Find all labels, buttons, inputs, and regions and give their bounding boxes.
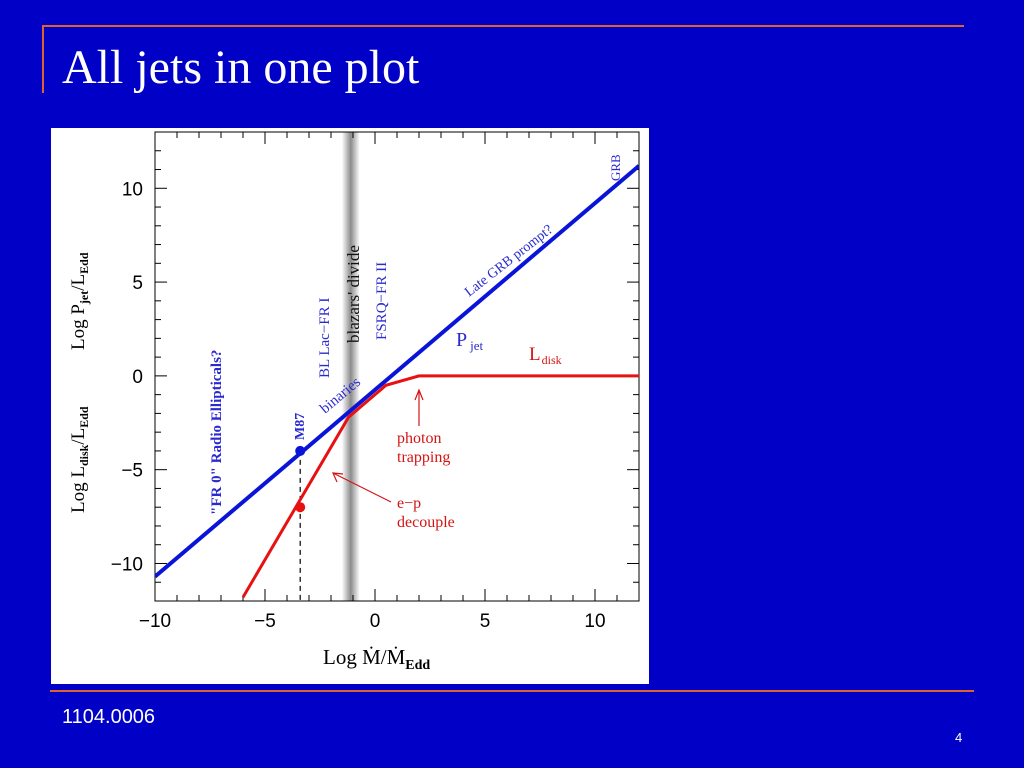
page-number: 4	[955, 730, 963, 745]
x-axis-label-sub: Edd	[405, 658, 430, 673]
frame-bottom-line	[50, 690, 974, 692]
y-axis-label-disk: Log Ldisk/LEdd	[68, 406, 91, 513]
x-tick-label: 5	[480, 611, 491, 632]
y-disk-sub1: disk	[77, 444, 91, 466]
x-tick-label: 10	[584, 611, 605, 632]
y-jet-sub1: jet	[77, 291, 91, 305]
photon-label-line1: photon	[397, 430, 441, 447]
y-tick-label: −5	[121, 461, 143, 482]
x-tick-label: 0	[370, 611, 381, 632]
fsrq-label: FSRQ−FR II	[374, 262, 390, 340]
photon-trapping-arrow	[414, 388, 424, 426]
bllac-label: BL Lac−FR I	[317, 298, 333, 378]
axis-ticks	[154, 131, 640, 602]
pjet-label-main: P	[456, 329, 467, 351]
late-grb-label: Late GRB prompt?	[462, 222, 556, 300]
x-axis-label: Log Ṁ/ṀEdd	[323, 645, 430, 673]
chart: −10 −5 0 5 10 −10 −5 0 5 10 "FR 0" Radio Elliptic…	[68, 131, 640, 673]
y-jet-mid: /L	[68, 274, 89, 291]
y-disk-sub2: Edd	[77, 406, 91, 428]
y-tick-label: 5	[132, 273, 143, 294]
fr0-label: "FR 0" Radio Ellipticals?	[209, 350, 225, 515]
ep-decouple-arrow	[332, 472, 392, 503]
blazars-divide-band	[341, 132, 360, 601]
ep-label-line1: e−p	[397, 495, 421, 512]
blazars-divide-label: blazars' divide	[344, 245, 363, 343]
y-jet-sub2: Edd	[77, 252, 91, 274]
m87-label: M87	[293, 413, 308, 440]
ep-label-line2: decouple	[397, 514, 455, 531]
y-disk-main: Log L	[68, 466, 89, 513]
y-axis-label-jet: Log Pjet/LEdd	[68, 252, 91, 350]
y-jet-main: Log P	[68, 304, 89, 350]
y-disk-mid: /L	[68, 428, 89, 445]
series-line-pjet	[155, 164, 639, 579]
frame-top-line	[42, 25, 964, 27]
point-m87-jet	[295, 445, 306, 456]
x-tick-label: −10	[139, 611, 171, 632]
series-line-ldisk	[241, 374, 639, 599]
y-tick-label: 0	[132, 367, 143, 388]
point-m87-disk	[295, 502, 306, 513]
y-tick-label: 10	[122, 179, 143, 200]
y-tick-label: −10	[111, 554, 143, 575]
x-axis-label-main: Log Ṁ/Ṁ	[323, 645, 406, 669]
frame-left-line	[42, 25, 44, 93]
footer-reference: 1104.0006	[62, 706, 156, 728]
photon-label-line2: trapping	[397, 449, 450, 466]
x-tick-label: −5	[254, 611, 276, 632]
grb-label: GRB	[608, 154, 623, 181]
ldisk-label-sub: disk	[542, 353, 562, 367]
plot-panel: −10 −5 0 5 10 −10 −5 0 5 10 "FR 0" Radio Elliptic…	[51, 128, 649, 684]
ldisk-label-main: L	[529, 344, 541, 365]
axis-tick-labels: −10 −5 0 5 10 −10 −5 0 5 10	[111, 179, 606, 632]
pjet-label-sub: jet	[469, 338, 483, 353]
slide-title: All jets in one plot	[62, 41, 420, 94]
ldisk-label: Ldisk	[529, 344, 562, 367]
